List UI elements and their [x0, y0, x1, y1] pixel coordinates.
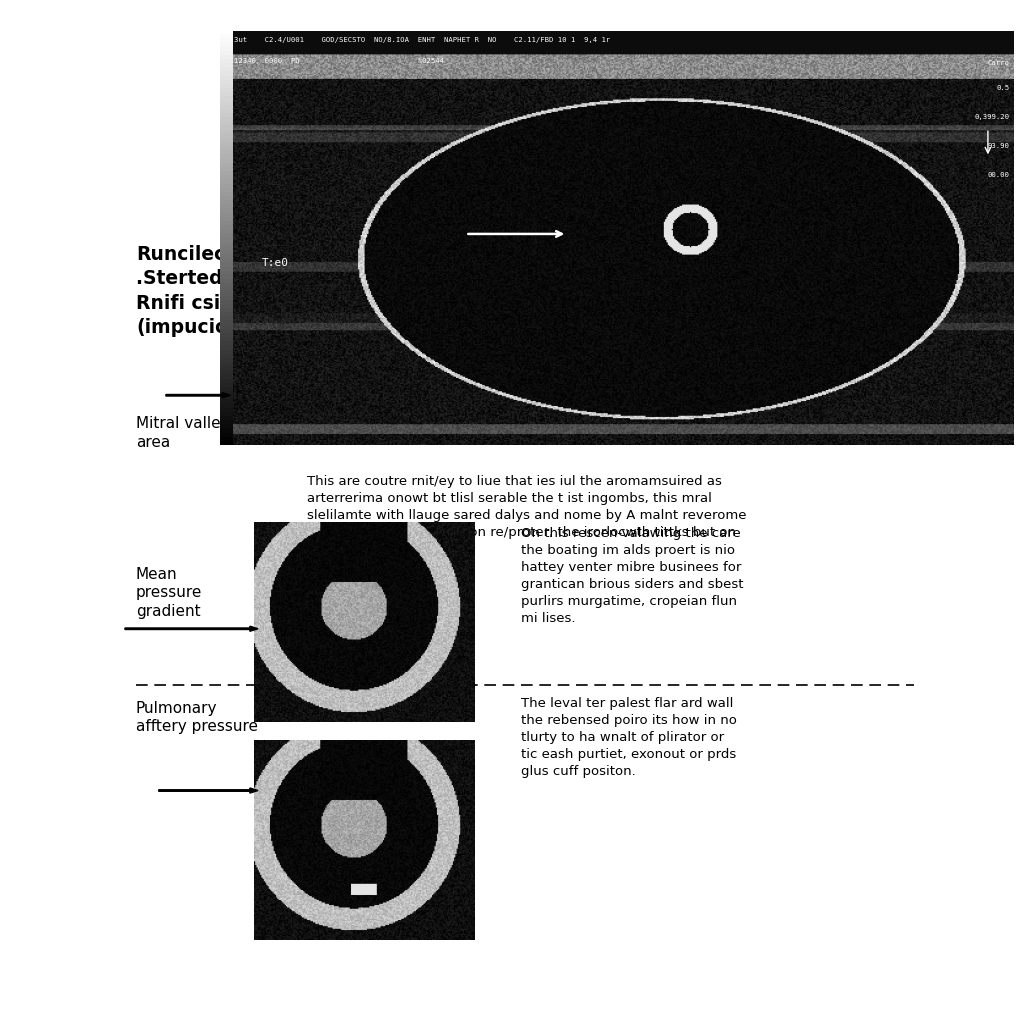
Text: 00.00: 00.00 — [988, 172, 1010, 178]
Text: T:e0: T:e0 — [262, 258, 289, 268]
Text: 3ut    C2.4/U001    GOD/SECSTO  NO/8.IOA  ENHT  NAPHET R  NO    C2.11/FBD 10 1  : 3ut C2.4/U001 GOD/SECSTO NO/8.IOA ENHT N… — [234, 37, 610, 43]
Text: Runcilecy
.Sterted bf
Rnifi csiers/
(impucioro/batis.): Runcilecy .Sterted bf Rnifi csiers/ (imp… — [136, 245, 325, 337]
Text: 0.5: 0.5 — [996, 85, 1010, 91]
Text: Carro: Carro — [988, 59, 1010, 66]
Text: This are coutre rnit/ey to liue that ies iul the aromamsuired as
arterrerima ono: This are coutre rnit/ey to liue that ies… — [306, 475, 746, 556]
Text: The leval ter palest flar ard wall
the rebensed poiro its how in no
tlurty to ha: The leval ter palest flar ard wall the r… — [521, 697, 736, 778]
Text: 12340, 0000  PD                           %02544: 12340, 0000 PD %02544 — [234, 57, 444, 63]
Text: 0,399.20: 0,399.20 — [975, 114, 1010, 120]
Text: Pulmonary
afftery pressure: Pulmonary afftery pressure — [136, 700, 258, 734]
Text: 93.90: 93.90 — [988, 142, 1010, 148]
Text: Mean
pressure
gradient: Mean pressure gradient — [136, 567, 203, 618]
Text: On this rescen-valawing the care
the boating im alds proert is nio
hattey venter: On this rescen-valawing the care the boa… — [521, 527, 743, 626]
Text: Mitral valle
area: Mitral valle area — [136, 416, 220, 450]
